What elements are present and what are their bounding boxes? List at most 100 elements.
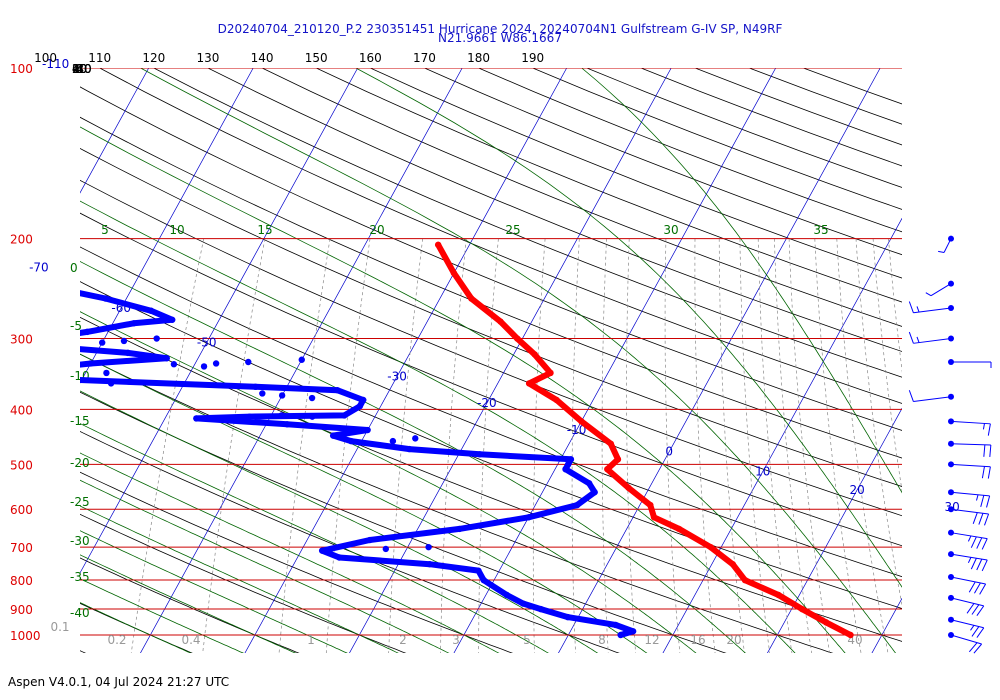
dry-adiabat — [532, 68, 902, 210]
dry-adiabat — [80, 557, 300, 653]
moist-adiabat-left-label: -25 — [70, 495, 90, 509]
mixing-ratio-line — [718, 238, 745, 653]
dry-adiabat — [80, 513, 407, 653]
dry-adiabat — [153, 68, 902, 378]
mixing-ratio-label: 12 — [644, 633, 659, 647]
mixing-ratio-line — [739, 238, 771, 653]
dewpoint-sample-point — [278, 412, 285, 419]
wind-barb-half-flag — [967, 535, 972, 542]
wind-barb — [908, 390, 954, 403]
dry-adiabat — [80, 650, 87, 653]
pressure-label: 200 — [10, 233, 33, 247]
isotherm-label: -30 — [387, 369, 407, 383]
dry-adiabat — [80, 353, 834, 653]
wind-barb — [948, 489, 991, 508]
wind-barb-staff — [950, 576, 986, 585]
wind-barb-flag — [976, 537, 983, 549]
dewpoint-sample-point — [382, 545, 390, 553]
dewpoint-profile-point — [525, 514, 532, 521]
temperature-profile-point — [822, 619, 830, 626]
temperature-profile-point — [650, 514, 658, 521]
temperature-profile-point — [625, 484, 632, 491]
dewpoint-profile-point — [0, 370, 5, 376]
dewpoint-profile-point — [567, 456, 575, 463]
dry-adiabat — [80, 246, 902, 578]
dewpoint-sample-point — [200, 363, 208, 370]
dry-adiabat — [80, 86, 902, 431]
dry-adiabat — [80, 147, 902, 487]
moist-adiabat-left-label: -20 — [70, 456, 90, 470]
wind-barb-staff — [950, 532, 988, 540]
isotherm — [558, 68, 881, 653]
wind-barb-flag — [908, 331, 914, 344]
dewpoint-sample-point — [278, 392, 286, 399]
dewpoint-profile-point — [341, 412, 348, 419]
wind-barb-half-flag — [982, 423, 985, 430]
isotherm-label: -50 — [197, 336, 217, 350]
wind-barb — [948, 632, 983, 654]
pressure-label: 700 — [10, 541, 33, 555]
theta-top-label: 130 — [196, 51, 219, 65]
wind-barb-staff — [930, 283, 952, 297]
moist-adiabat-left-label: 0 — [70, 261, 78, 275]
wind-barb-half-flag — [967, 557, 972, 564]
temperature-profile-point — [707, 543, 714, 551]
theta-left-label: 0 — [72, 62, 80, 76]
moist-adiabat — [80, 578, 244, 653]
dewpoint-profile-point — [56, 285, 62, 291]
wind-barb-staff — [950, 553, 988, 561]
wind-barb — [925, 280, 954, 297]
mixing-ratio-label: 0.4 — [181, 633, 200, 647]
wind-barb-flag — [989, 444, 992, 458]
wind-barb-flag — [987, 423, 991, 436]
wind-barb-flag — [983, 444, 986, 457]
wind-barb-flag — [908, 301, 914, 313]
dewpoint-profile-point — [476, 451, 483, 458]
wind-barb-flag — [971, 626, 980, 637]
wind-barb — [948, 529, 988, 550]
dry-adiabat — [80, 116, 902, 459]
wind-barb-half-flag — [938, 250, 945, 253]
mixing-ratio-line — [626, 238, 636, 653]
mixing-ratio-line — [130, 238, 205, 653]
wind-barb-flag — [978, 513, 984, 525]
temperature-profile-point — [741, 576, 749, 584]
isotherm-label: -20 — [477, 396, 497, 410]
dewpoint-profile-point — [87, 360, 94, 367]
wind-barb-half-flag — [916, 306, 920, 313]
temperature-profile-point — [525, 380, 533, 387]
mixing-ratio-label: 8 — [598, 633, 606, 647]
theta-left-label: -20 — [72, 62, 92, 76]
moist-adiabat — [140, 68, 896, 653]
dry-adiabat — [80, 431, 620, 653]
dry-adiabat — [99, 68, 902, 404]
wind-barb-flag — [979, 583, 987, 595]
pressure-label: 300 — [10, 333, 33, 347]
isotherm — [767, 407, 902, 653]
mixing-ratio-label: 3 — [452, 633, 460, 647]
dewpoint-profile-point — [65, 345, 71, 351]
moist-adiabat-left-label: -5 — [70, 319, 82, 333]
footer-version: Aspen V4.0.1, 04 Jul 2024 21:27 UTC — [8, 675, 230, 689]
moist-adiabat-left-label: -30 — [70, 534, 90, 548]
moist-adiabat-top-label: 35 — [813, 223, 828, 237]
mixing-ratio-line — [836, 238, 889, 653]
moist-adiabat — [80, 602, 192, 653]
top-left-isotherm-label: -110 — [42, 57, 69, 71]
dewpoint-sample-point — [120, 337, 128, 345]
dewpoint-sample-point — [98, 339, 106, 346]
wind-barb-flag — [971, 604, 980, 615]
isotherm — [80, 68, 150, 194]
dewpoint-sample-point — [412, 435, 419, 442]
temperature-profile-point — [729, 560, 736, 568]
mixing-ratio-line — [888, 238, 902, 373]
wind-barb-flag — [984, 513, 990, 526]
moist-adiabat-top-label: 30 — [663, 223, 678, 237]
dewpoint-profile-point — [169, 316, 176, 323]
wind-barb-staff — [950, 443, 991, 446]
pressure-label: 100 — [10, 62, 33, 76]
wind-barb-flag — [908, 390, 914, 402]
dewpoint-profile-point — [83, 328, 91, 336]
dewpoint-profile-point — [426, 560, 433, 568]
pressure-label: 800 — [10, 574, 33, 588]
